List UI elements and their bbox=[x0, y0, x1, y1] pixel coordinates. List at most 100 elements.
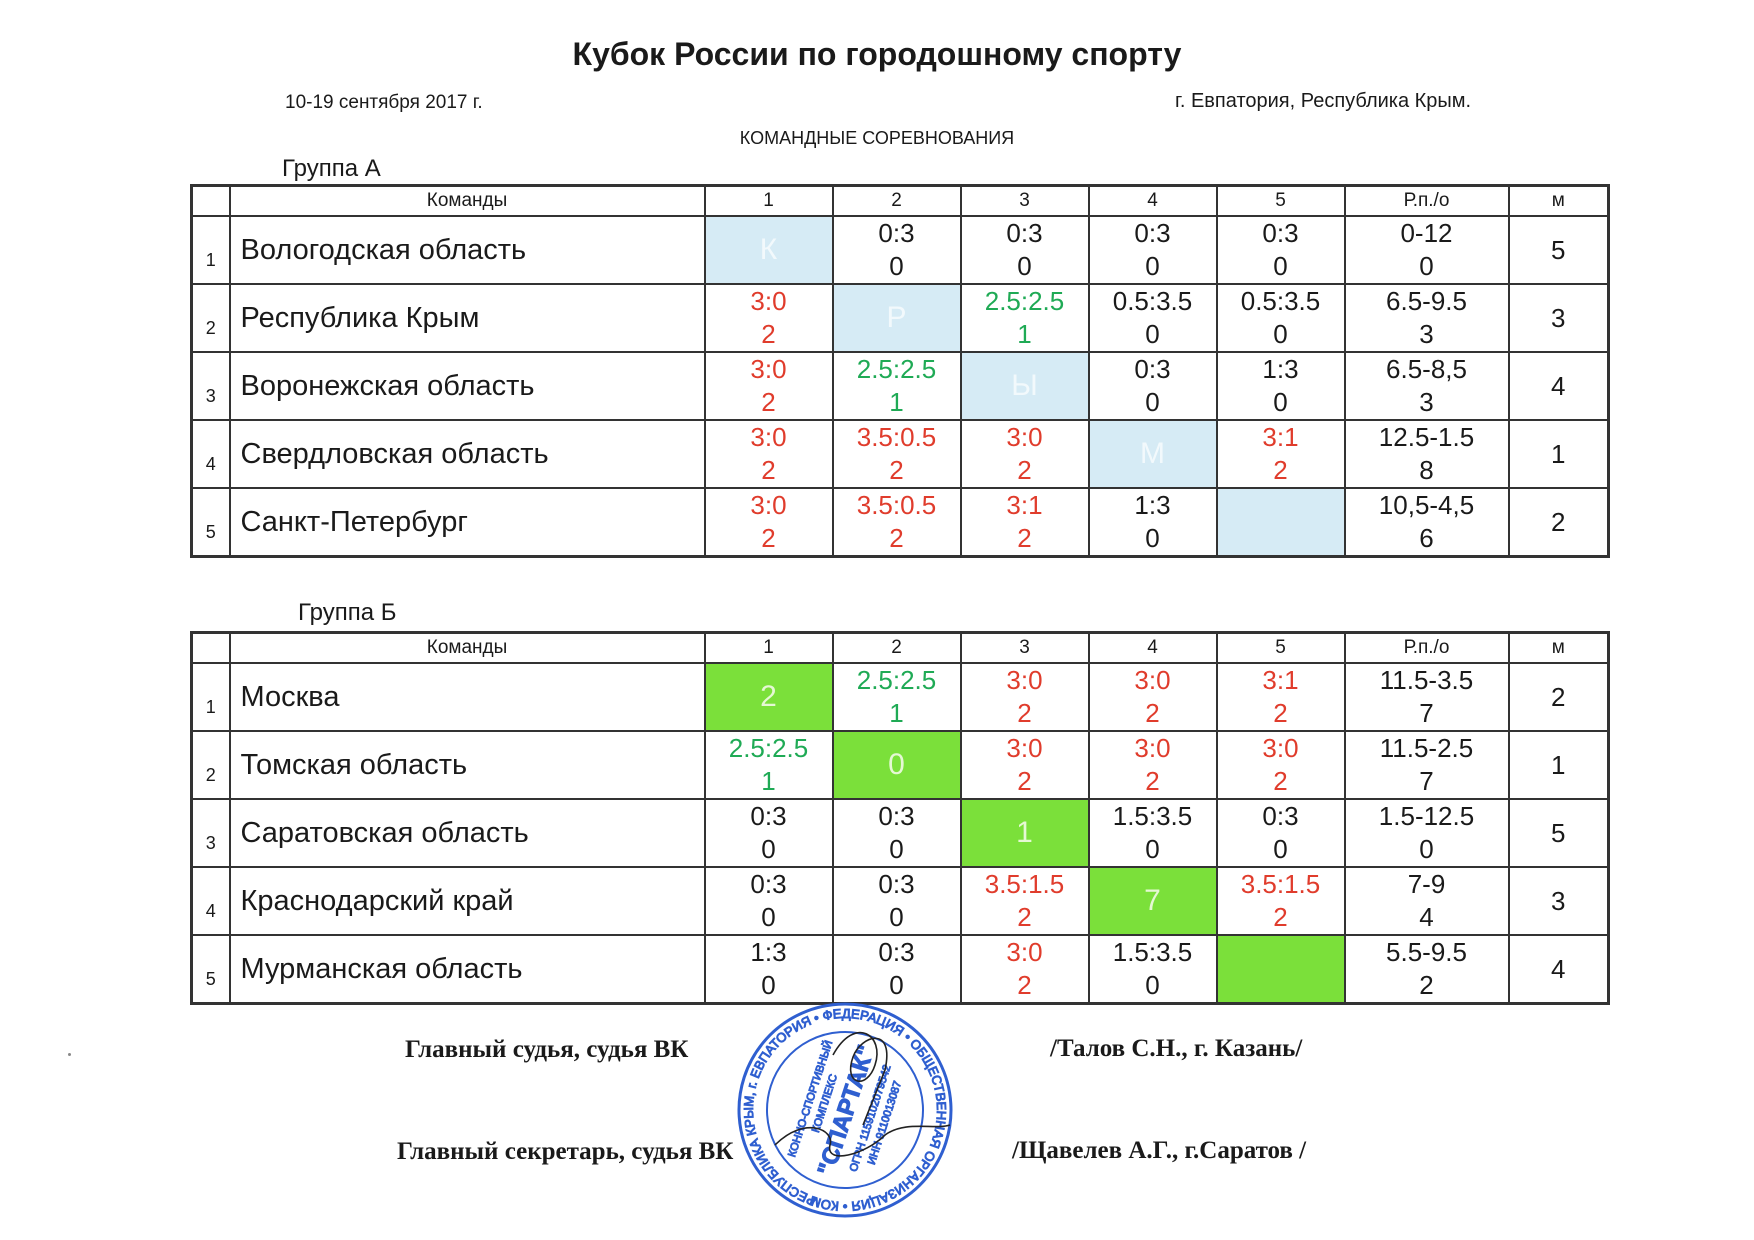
match-cell: 0:3 0 bbox=[1087, 351, 1218, 421]
match-score: 3.5:1.5 bbox=[1240, 869, 1321, 899]
diagonal-cell: Ы bbox=[959, 351, 1090, 421]
match-score: 3:0 bbox=[1006, 422, 1043, 452]
points-diff-cell: 1.5-12.5 0 bbox=[1343, 798, 1510, 868]
match-score: 0:3 bbox=[750, 801, 787, 831]
group-a-header-c5: 5 bbox=[1215, 184, 1346, 217]
match-cell: 3:0 2 bbox=[959, 730, 1090, 800]
match-score: 0:3 bbox=[1006, 218, 1043, 248]
match-points: 1 bbox=[761, 766, 776, 796]
final-place: 3 bbox=[1507, 866, 1610, 936]
match-score: 2.5:2.5 bbox=[856, 354, 937, 384]
match-score: 3:1 bbox=[1006, 490, 1043, 520]
group-a-header-row: Команды 1 2 3 4 5 Р.п./о м bbox=[190, 184, 1610, 217]
group-b-header-c2: 2 bbox=[831, 631, 962, 664]
match-cell: 0:3 0 bbox=[831, 866, 962, 936]
event-place: г. Евпатория, Республика Крым. bbox=[1175, 90, 1472, 112]
match-points: 0 bbox=[761, 834, 776, 864]
match-cell: 0:3 0 bbox=[703, 798, 834, 868]
diagonal-cell bbox=[1215, 487, 1346, 558]
match-cell: 3:0 2 bbox=[703, 419, 834, 489]
row-number: 3 bbox=[190, 351, 231, 421]
match-score: 0.5:3.5 bbox=[1240, 286, 1321, 316]
group-b-header-c3: 3 bbox=[959, 631, 1090, 664]
group-b-header-points: Р.п./о bbox=[1343, 631, 1510, 664]
match-points: 2 bbox=[1017, 698, 1032, 728]
match-cell: 3:0 2 bbox=[1087, 662, 1218, 732]
match-cell: 1:3 0 bbox=[703, 934, 834, 1005]
match-score: 3:0 bbox=[750, 286, 787, 316]
stamp-outer-ring bbox=[737, 1002, 953, 1218]
group-a-header-c2: 2 bbox=[831, 184, 962, 217]
points-diff-cell: 6.5-9.5 3 bbox=[1343, 283, 1510, 353]
match-score: 3:0 bbox=[750, 354, 787, 384]
group-b-label: Группа Б bbox=[298, 599, 397, 626]
match-points: 0 bbox=[1273, 387, 1288, 417]
diagonal-cell: Р bbox=[831, 283, 962, 353]
diagonal-cell: М bbox=[1087, 419, 1218, 489]
match-score: 0:3 bbox=[750, 869, 787, 899]
total-points: 3 bbox=[1419, 319, 1434, 349]
organization-stamp: РЕСПУБЛИКА КРЫМ, г. ЕВПАТОРИЯ • ФЕДЕРАЦИ… bbox=[735, 995, 955, 1225]
match-points: 0 bbox=[1145, 834, 1160, 864]
total-points: 7 bbox=[1419, 766, 1434, 796]
table-row: 4 Свердловская область 3:0 2 3.5:0.5 2 3:0 2 М 3:… bbox=[190, 419, 1610, 489]
match-points: 0 bbox=[1273, 251, 1288, 281]
diagonal-cell: 7 bbox=[1087, 866, 1218, 936]
match-score: 0:3 bbox=[1262, 218, 1299, 248]
final-place: 4 bbox=[1507, 351, 1610, 421]
match-points: 0 bbox=[889, 970, 904, 1000]
group-b-header-blank bbox=[190, 631, 231, 664]
match-cell: 1:3 0 bbox=[1215, 351, 1346, 421]
match-cell: 0:3 0 bbox=[1215, 215, 1346, 285]
group-b-table: Команды 1 2 3 4 5 Р.п./о м 1 Москва 2 2.5:2.5 1 3:0 2 3… bbox=[190, 631, 1610, 1005]
match-points: 1 bbox=[889, 387, 904, 417]
team-name: Воронежская область bbox=[228, 351, 706, 421]
match-score: 0.5:3.5 bbox=[1112, 286, 1193, 316]
chief-secretary-name: /Щавелев А.Г., г.Саратов / bbox=[1012, 1137, 1307, 1164]
match-points: 2 bbox=[1017, 766, 1032, 796]
total-points: 3 bbox=[1419, 387, 1434, 417]
match-cell: 3:0 2 bbox=[959, 934, 1090, 1005]
points-diff-cell: 5.5-9.5 2 bbox=[1343, 934, 1510, 1005]
scan-speck bbox=[68, 1053, 71, 1056]
match-cell: 3.5:1.5 2 bbox=[959, 866, 1090, 936]
match-cell: 0:3 0 bbox=[831, 798, 962, 868]
diagonal-cell: 2 bbox=[703, 662, 834, 732]
match-score: 3:1 bbox=[1262, 422, 1299, 452]
points-diff-cell: 11.5-2.5 7 bbox=[1343, 730, 1510, 800]
row-number: 2 bbox=[190, 283, 231, 353]
match-cell: 1.5:3.5 0 bbox=[1087, 798, 1218, 868]
match-score: 1.5:3.5 bbox=[1112, 937, 1193, 967]
total-points: 0 bbox=[1419, 251, 1434, 281]
competition-kind: КОМАНДНЫЕ СОРЕВНОВАНИЯ bbox=[739, 128, 1015, 148]
points-diff-cell: 0-12 0 bbox=[1343, 215, 1510, 285]
final-place: 1 bbox=[1507, 730, 1610, 800]
points-diff: 12.5-1.5 bbox=[1378, 422, 1475, 452]
match-score: 2.5:2.5 bbox=[728, 733, 809, 763]
chief-judge-role: Главный судья, судья ВК bbox=[405, 1036, 689, 1063]
table-row: 4 Краснодарский край 0:3 0 0:3 0 3.5:1.5 2 7 3.5:… bbox=[190, 866, 1610, 936]
match-score: 1:3 bbox=[1262, 354, 1299, 384]
match-score: 3.5:1.5 bbox=[984, 869, 1065, 899]
table-row: 5 Санкт-Петербург 3:0 2 3.5:0.5 2 3:1 2 1:3 0 10,5… bbox=[190, 487, 1610, 558]
match-cell: 0:3 0 bbox=[831, 215, 962, 285]
points-diff: 5.5-9.5 bbox=[1386, 937, 1467, 967]
group-b-header-c5: 5 bbox=[1215, 631, 1346, 664]
chief-judge-name: /Талов С.Н., г. Казань/ bbox=[1050, 1035, 1303, 1062]
match-points: 2 bbox=[761, 319, 776, 349]
match-points: 0 bbox=[1145, 523, 1160, 553]
match-score: 3.5:0.5 bbox=[856, 490, 937, 520]
match-score: 0:3 bbox=[878, 218, 915, 248]
match-score: 0:3 bbox=[1134, 218, 1171, 248]
final-place: 2 bbox=[1507, 487, 1610, 558]
match-score: 3:1 bbox=[1262, 665, 1299, 695]
match-points: 2 bbox=[1273, 455, 1288, 485]
match-score: 1.5:3.5 bbox=[1112, 801, 1193, 831]
table-row: 5 Мурманская область 1:3 0 0:3 0 3:0 2 1.5:3.5 0 5… bbox=[190, 934, 1610, 1005]
table-row: 2 Томская область 2.5:2.5 1 0 3:0 2 3:0 2 3:0 2 11.… bbox=[190, 730, 1610, 800]
group-a-table: Команды 1 2 3 4 5 Р.п./о м 1 Вологодская область К… bbox=[190, 184, 1610, 558]
team-name: Свердловская область bbox=[228, 419, 706, 489]
points-diff-cell: 7-9 4 bbox=[1343, 866, 1510, 936]
match-points: 1 bbox=[889, 698, 904, 728]
match-cell: 3:0 2 bbox=[703, 283, 834, 353]
